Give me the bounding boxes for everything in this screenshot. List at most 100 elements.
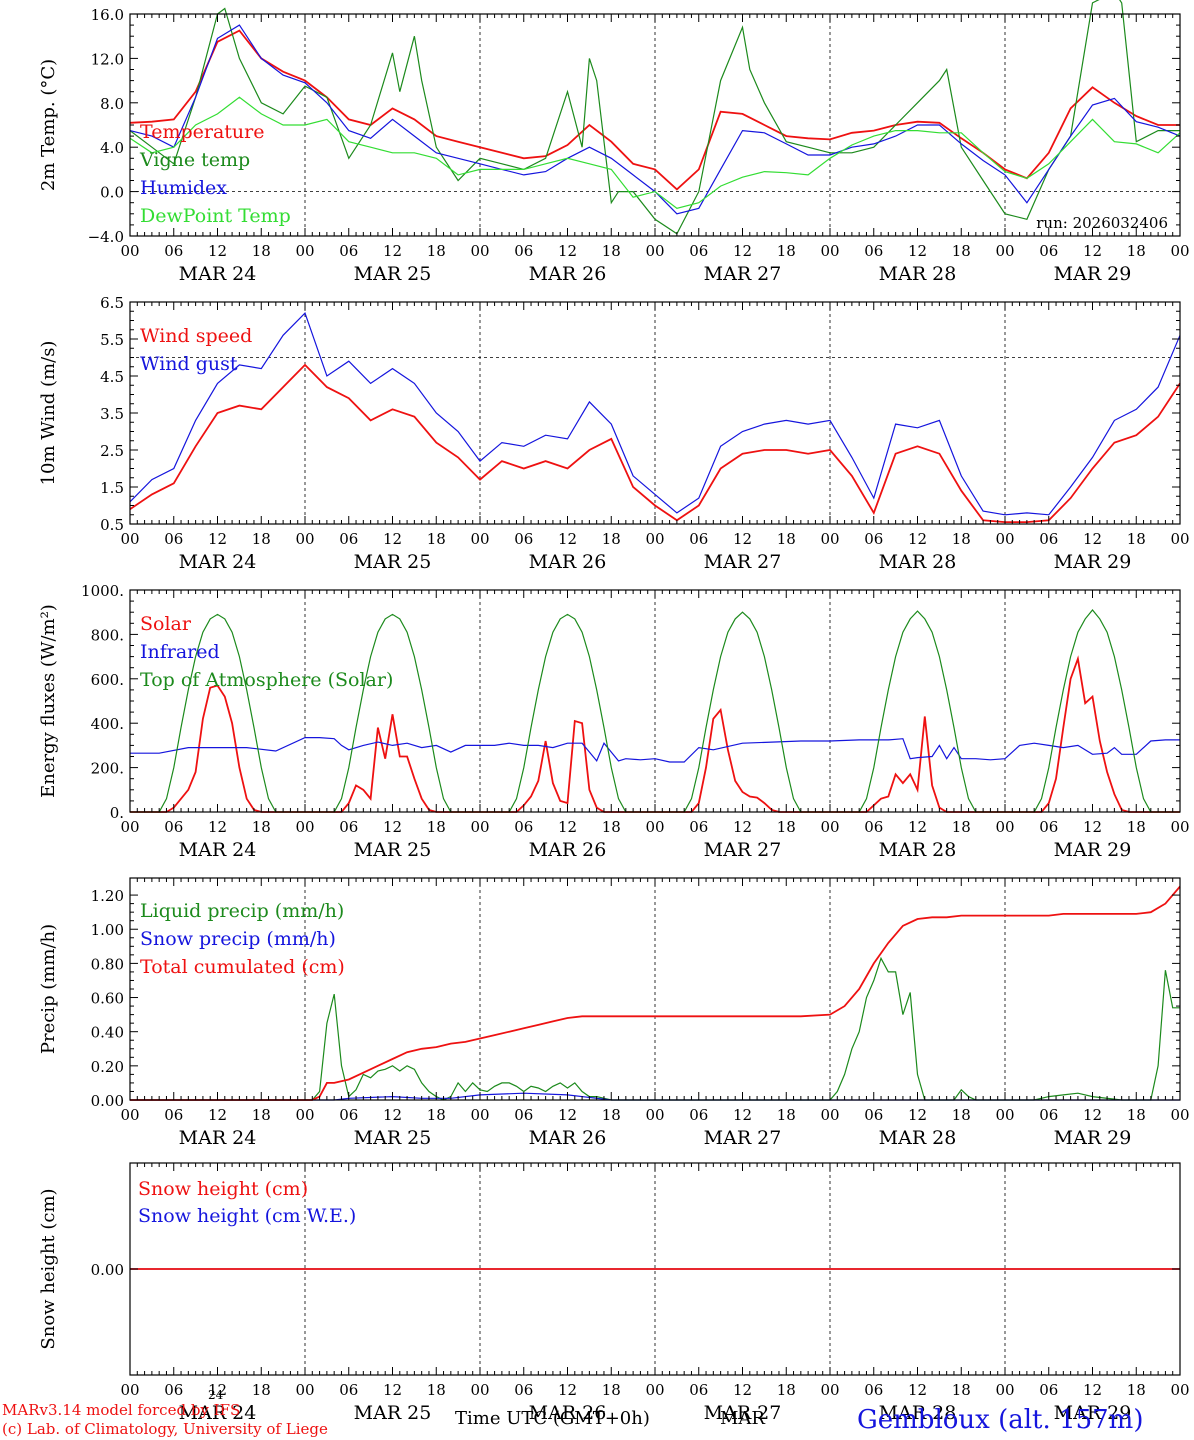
day-label: MAR 24: [179, 1127, 257, 1149]
x-tick-label: 18: [427, 242, 446, 260]
x-tick-label: 06: [689, 1106, 708, 1124]
x-tick-label: 06: [514, 1106, 533, 1124]
x-tick-label: 00: [820, 1106, 839, 1124]
x-tick-label: 00: [995, 242, 1014, 260]
x-tick-label: 12: [908, 818, 927, 836]
x-tick-label: 06: [514, 242, 533, 260]
x-tick-label: 18: [777, 530, 796, 548]
legend-entry: Temperature: [140, 121, 264, 143]
x-tick-label: 18: [777, 1381, 796, 1399]
x-tick-label: 00: [1170, 1106, 1189, 1124]
credit-line-1: MARv3.14 model forced by IFS: [2, 1401, 240, 1419]
y-tick-label: 0.40: [91, 1024, 124, 1042]
x-tick-label: 12: [558, 530, 577, 548]
credit-line-2: (c) Lab. of Climatology, University of L…: [2, 1420, 328, 1438]
x-tick-label: 06: [339, 1106, 358, 1124]
x-tick-label: 12: [733, 242, 752, 260]
y-tick-label: 0.00: [91, 1261, 124, 1279]
day-label: MAR 27: [704, 551, 782, 573]
x-tick-label: 06: [1039, 242, 1058, 260]
x-tick-label: 06: [864, 818, 883, 836]
x-tick-label: 18: [1127, 1381, 1146, 1399]
legend-entry: Total cumulated (cm): [140, 956, 345, 978]
x-tick-label: 00: [295, 818, 314, 836]
x-tick-label: 06: [339, 1381, 358, 1399]
legend-entry: DewPoint Temp: [140, 205, 291, 227]
y-axis-label: Energy fluxes (W/m²): [38, 604, 59, 798]
day-label: MAR 26: [529, 263, 607, 285]
x-tick-label: 18: [952, 530, 971, 548]
y-tick-label: 0.60: [91, 990, 124, 1008]
y-tick-label: 0.0: [100, 184, 124, 202]
day-label: MAR 28: [879, 1127, 957, 1149]
day-label: MAR 27: [704, 263, 782, 285]
day-label: MAR 29: [1054, 263, 1132, 285]
x-tick-label: 06: [339, 530, 358, 548]
x-tick-label: 12: [733, 1381, 752, 1399]
x-tick-label: 06: [864, 530, 883, 548]
y-tick-label: 1.00: [91, 921, 124, 939]
x-tick-label: 00: [295, 242, 314, 260]
x-tick-label: 18: [1127, 1106, 1146, 1124]
x-tick-label: 18: [952, 242, 971, 260]
x-tick-label: 18: [252, 818, 271, 836]
x-tick-label: 06: [864, 1381, 883, 1399]
x-tick-label: 18: [777, 1106, 796, 1124]
x-tick-label: 00: [295, 530, 314, 548]
x-tick-label: 00: [820, 530, 839, 548]
legend-entry: Infrared: [140, 641, 220, 663]
x-tick-label: 12: [558, 818, 577, 836]
x-tick-label: 12: [908, 242, 927, 260]
x-tick-label: 12: [908, 1381, 927, 1399]
legend-entry: Vigne temp: [139, 149, 250, 171]
x-tick-label: 00: [470, 530, 489, 548]
x-tick-label: 06: [689, 530, 708, 548]
y-tick-label: 0.: [110, 804, 124, 822]
day-label: MAR 25: [354, 551, 432, 573]
y-tick-label: −4.0: [88, 228, 124, 246]
series-line-infrared: [130, 736, 1180, 763]
x-tick-label: 18: [952, 1381, 971, 1399]
y-tick-label: 0.5: [100, 516, 124, 534]
x-tick-label: 00: [820, 242, 839, 260]
y-tick-label: 2.5: [100, 442, 124, 460]
x-tick-label: 00: [995, 1381, 1014, 1399]
day-label: MAR 24: [179, 839, 257, 861]
x-tick-label: 18: [427, 1381, 446, 1399]
day-label: MAR 27: [704, 1402, 782, 1424]
x-tick-label: 06: [339, 818, 358, 836]
y-tick-label: 16.0: [91, 6, 124, 24]
legend-entry: Snow height (cm): [138, 1178, 308, 1200]
chart-panel-5: 00 06 12 18 00 06 12 18 00 06 12 18 00 06 12 18 00 06 12 18…: [38, 1162, 1190, 1424]
day-label: MAR 28: [879, 1402, 957, 1424]
x-tick-label: 00: [1170, 818, 1189, 836]
x-tick-label: 00: [645, 1106, 664, 1124]
day-label: MAR 26: [529, 1127, 607, 1149]
x-tick-label: 12: [558, 242, 577, 260]
x-tick-label: 12: [383, 242, 402, 260]
x-tick-label: 18: [1127, 530, 1146, 548]
x-tick-label: 00: [995, 530, 1014, 548]
x-tick-label: 06: [164, 242, 183, 260]
x-tick-label: 12: [1083, 1106, 1102, 1124]
x-tick-label: 06: [164, 1381, 183, 1399]
x-tick-label: 06: [164, 818, 183, 836]
x-tick-label: 06: [514, 1381, 533, 1399]
chart-panel-3: 00 06 12 18 00 06 12 18 00 06 12 18 00 06 12 18 00 06 12 18…: [38, 582, 1190, 861]
y-tick-label: 4.0: [100, 139, 124, 157]
x-tick-label: 06: [1039, 1381, 1058, 1399]
day-label: MAR 29: [1054, 1402, 1132, 1424]
series-line-dewpoint-temp: [129, 96, 1181, 209]
station-title: Gembloux (alt. 157m): [857, 1405, 1143, 1435]
y-axis-label: Precip (mm/h): [38, 924, 59, 1054]
x-tick-label: 00: [470, 818, 489, 836]
x-tick-label: 06: [514, 530, 533, 548]
x-tick-label: 18: [952, 1106, 971, 1124]
x-tick-label: 06: [864, 242, 883, 260]
day-label: MAR 26: [529, 1402, 607, 1424]
x-tick-label: 06: [514, 818, 533, 836]
series-line-wind-gust: [129, 311, 1181, 516]
x-tick-label: 18: [252, 1381, 271, 1399]
legend-entry: Snow precip (mm/h): [140, 928, 336, 950]
x-tick-label: 18: [1127, 242, 1146, 260]
